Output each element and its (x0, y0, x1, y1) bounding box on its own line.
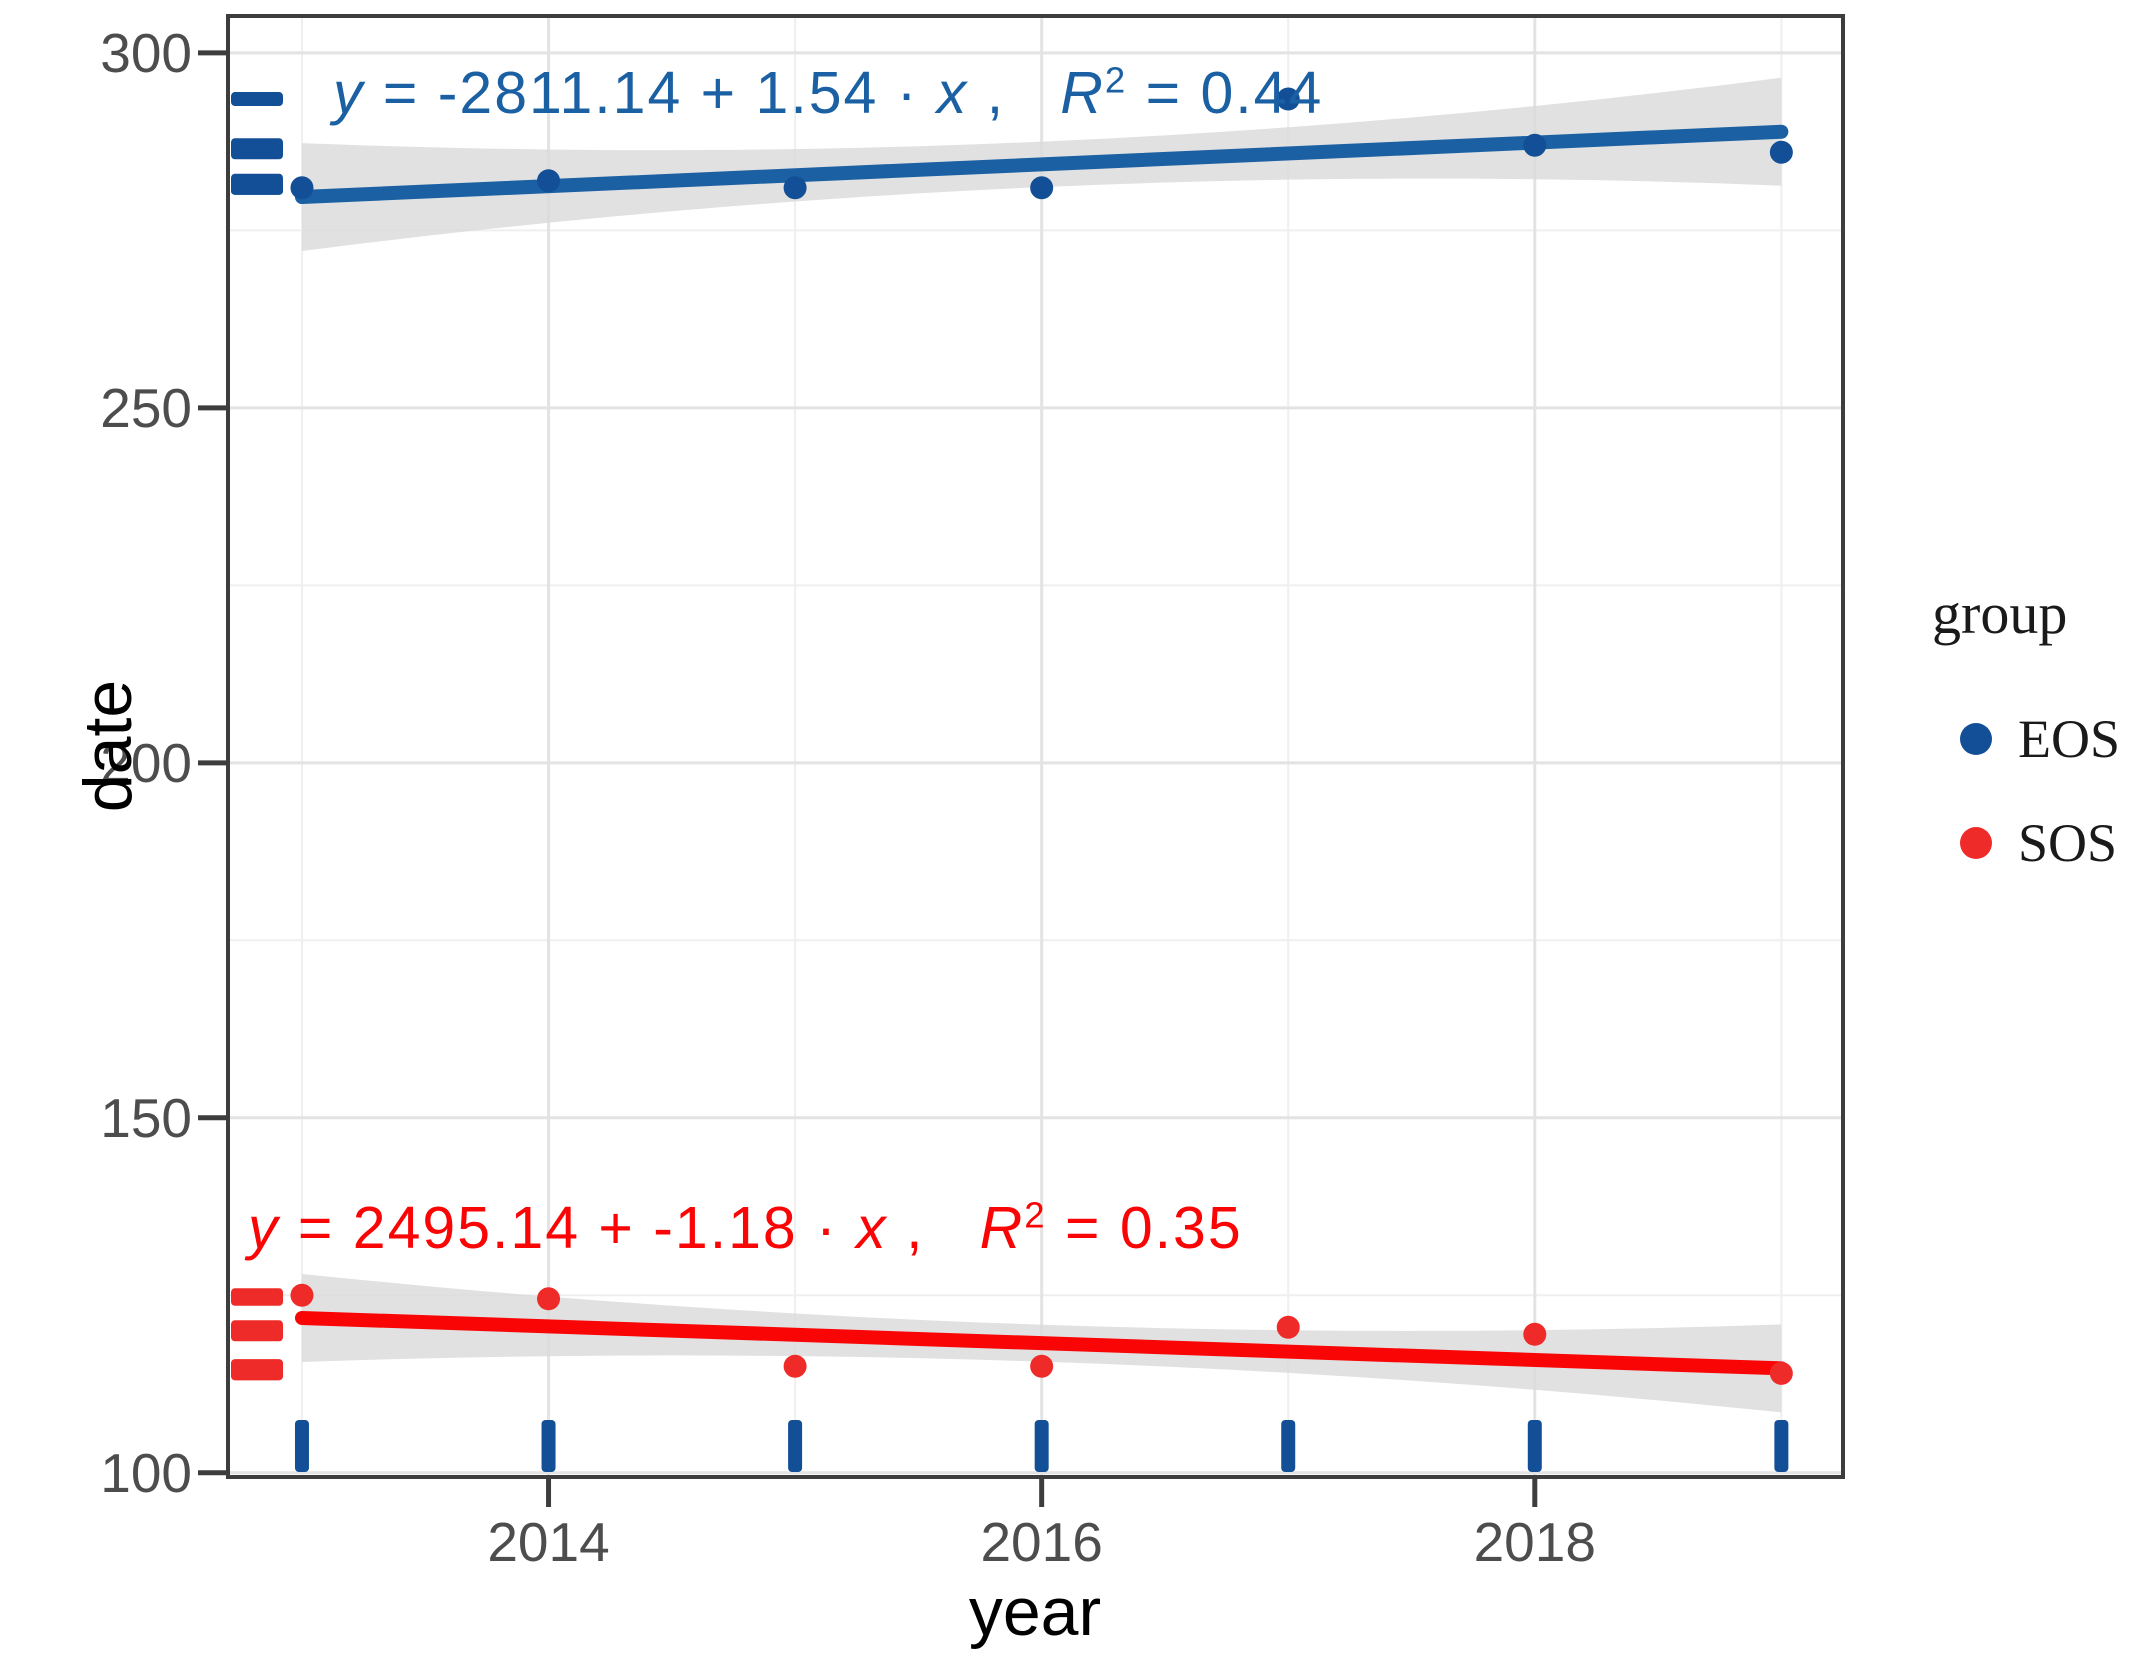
eos-left-rug-mark (231, 145, 283, 160)
sos-regression-line (294, 1310, 1789, 1376)
y-tick-label: 100 (100, 1441, 192, 1504)
bottom-rug-mark (1034, 1420, 1049, 1472)
equation-superscript: 2 (1024, 1194, 1047, 1236)
y-tick-label: 250 (100, 376, 192, 439)
eos-data-point (1276, 87, 1300, 111)
eos-data-point (783, 176, 807, 200)
equation-variable: R (979, 1195, 1025, 1261)
legend-label-sos: SOS (2018, 813, 2118, 873)
eos-left-rug-mark (231, 180, 283, 195)
bottom-rug-mark (294, 1420, 309, 1472)
x-axis-title: year (968, 1574, 1102, 1650)
sos-left-rug-mark (231, 1291, 283, 1306)
sos-data-point (1523, 1322, 1547, 1346)
equation-variable: x (936, 60, 969, 126)
bottom-rug-mark (788, 1420, 803, 1472)
legend-entry-sos: SOS (1960, 813, 2117, 873)
x-tick-label: 2014 (487, 1511, 610, 1573)
eos-point-icon (1960, 723, 1992, 755)
x-tick-label: 2016 (980, 1511, 1103, 1573)
equation-text: = 0.44 (1127, 60, 1324, 126)
equation-text: -2811.14 + 1.54 · (437, 60, 937, 126)
sos-left-rug-mark (231, 1366, 283, 1381)
eos-left-rug-mark (231, 92, 283, 107)
x-tick-label: 2018 (1473, 1511, 1596, 1573)
y-tick-label: 300 (100, 21, 192, 84)
y-tick-label: 150 (100, 1086, 192, 1149)
equation-text: 2495.14 + -1.18 · (352, 1195, 857, 1261)
equation-text: , (887, 1195, 980, 1261)
eos-data-point (1030, 176, 1054, 200)
bottom-rug-mark (1281, 1420, 1296, 1472)
equation-variable: y (333, 60, 365, 126)
sos-left-rug-mark (231, 1327, 283, 1342)
sos-regression-equation: y = 2495.14 + -1.18 · x , R2 = 0.35 (248, 1197, 1243, 1258)
equation-text: = (364, 60, 438, 126)
eos-data-point (537, 169, 561, 193)
equation-text: , (968, 60, 1061, 126)
equation-variable: R (1060, 60, 1105, 126)
equation-variable: y (248, 1195, 280, 1261)
bottom-rug-mark (1774, 1420, 1789, 1472)
y-tick-label: 200 (100, 731, 192, 794)
bottom-rug-mark (1527, 1420, 1542, 1472)
legend-entry-eos: EOS (1960, 709, 2120, 769)
eos-data-point (1769, 140, 1793, 164)
equation-superscript: 2 (1104, 59, 1128, 101)
sos-point-icon (1960, 827, 1992, 859)
sos-data-point (1276, 1315, 1300, 1339)
legend: group EOS SOS (1900, 585, 2145, 905)
eos-data-point (290, 176, 314, 200)
legend-label-eos: EOS (2018, 709, 2121, 769)
equation-variable: x (856, 1195, 888, 1261)
sos-data-point (1769, 1361, 1793, 1385)
equation-text: = (279, 1195, 353, 1261)
sos-data-point (537, 1287, 561, 1311)
equation-text: = 0.35 (1046, 1195, 1243, 1261)
bottom-rug-mark (541, 1420, 556, 1472)
legend-title: group (1932, 581, 2068, 646)
panel-border (226, 14, 1845, 1479)
sos-data-point (783, 1354, 807, 1378)
eos-regression-equation: y = -2811.14 + 1.54 · x , R2 = 0.44 (333, 62, 1323, 123)
sos-data-point (1030, 1354, 1054, 1378)
sos-data-point (290, 1283, 314, 1307)
y-axis-title: date (70, 679, 146, 813)
eos-data-point (1523, 133, 1547, 157)
